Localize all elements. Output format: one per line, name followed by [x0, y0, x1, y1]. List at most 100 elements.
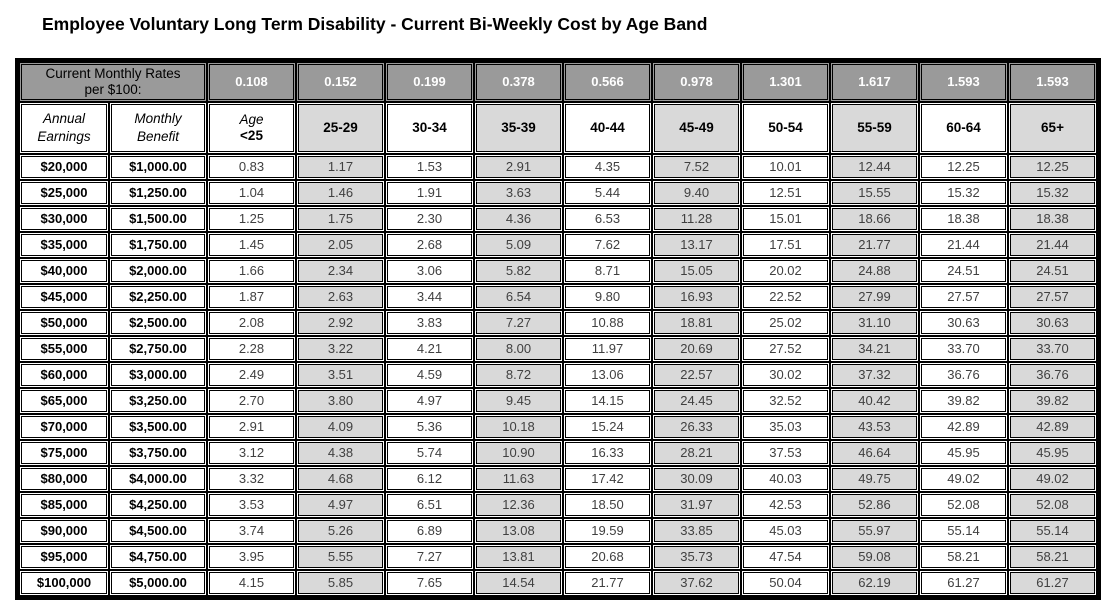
cost-cell: 1.46 — [298, 182, 383, 204]
cost-cell: 3.63 — [476, 182, 561, 204]
cost-cell: 52.08 — [921, 494, 1006, 516]
earnings-cell: $95,000 — [21, 546, 107, 568]
earnings-cell: $55,000 — [21, 338, 107, 360]
cost-cell: 11.28 — [654, 208, 739, 230]
cost-cell: 49.75 — [832, 468, 917, 490]
cost-cell: 2.34 — [298, 260, 383, 282]
cost-cell: 18.50 — [565, 494, 650, 516]
cost-cell: 6.51 — [387, 494, 472, 516]
cost-cell: 5.74 — [387, 442, 472, 464]
rate-cell: 0.108 — [209, 64, 294, 100]
cost-cell: 4.38 — [298, 442, 383, 464]
rate-cell: 0.152 — [298, 64, 383, 100]
cost-cell: 3.44 — [387, 286, 472, 308]
cost-cell: 6.12 — [387, 468, 472, 490]
cost-cell: 20.02 — [743, 260, 828, 282]
cost-cell: 15.32 — [921, 182, 1006, 204]
cost-cell: 3.32 — [209, 468, 294, 490]
cost-cell: 12.25 — [1010, 156, 1095, 178]
earnings-cell: $45,000 — [21, 286, 107, 308]
cost-cell: 42.53 — [743, 494, 828, 516]
cost-cell: 2.92 — [298, 312, 383, 334]
table-row: $45,000 $2,250.00 1.87 2.63 3.44 6.54 9.80 16.9… — [21, 286, 1095, 308]
benefit-cell: $3,250.00 — [111, 390, 205, 412]
cost-cell: 25.02 — [743, 312, 828, 334]
table-row: $65,000 $3,250.00 2.70 3.80 4.97 9.45 14.15 24.… — [21, 390, 1095, 412]
benefit-cell: $3,750.00 — [111, 442, 205, 464]
cost-cell: 1.75 — [298, 208, 383, 230]
cost-cell: 35.03 — [743, 416, 828, 438]
earnings-cell: $65,000 — [21, 390, 107, 412]
age-band-header: 50-54 — [743, 104, 828, 152]
cost-cell: 1.53 — [387, 156, 472, 178]
age-band-header: 65+ — [1010, 104, 1095, 152]
cost-cell: 18.38 — [921, 208, 1006, 230]
cost-cell: 3.83 — [387, 312, 472, 334]
table-row: $70,000 $3,500.00 2.91 4.09 5.36 10.18 15.24 26… — [21, 416, 1095, 438]
cost-cell: 24.51 — [1010, 260, 1095, 282]
cost-cell: 7.27 — [476, 312, 561, 334]
earnings-cell: $25,000 — [21, 182, 107, 204]
cost-cell: 15.32 — [1010, 182, 1095, 204]
cost-table: Current Monthly Rates per $100: 0.108 0.1… — [15, 58, 1101, 600]
cost-cell: 26.33 — [654, 416, 739, 438]
earnings-cell: $90,000 — [21, 520, 107, 542]
earnings-cell: $20,000 — [21, 156, 107, 178]
table-row: $55,000 $2,750.00 2.28 3.22 4.21 8.00 11.97 20.… — [21, 338, 1095, 360]
cost-cell: 39.82 — [921, 390, 1006, 412]
cost-cell: 3.51 — [298, 364, 383, 386]
page-title: Employee Voluntary Long Term Disability … — [42, 14, 708, 34]
cost-cell: 5.82 — [476, 260, 561, 282]
rate-cell: 0.199 — [387, 64, 472, 100]
rates-row: Current Monthly Rates per $100: 0.108 0.1… — [21, 64, 1095, 100]
cost-cell: 21.44 — [921, 234, 1006, 256]
cost-cell: 11.97 — [565, 338, 650, 360]
benefit-cell: $5,000.00 — [111, 572, 205, 594]
cost-cell: 43.53 — [832, 416, 917, 438]
cost-cell: 3.80 — [298, 390, 383, 412]
cost-cell: 27.99 — [832, 286, 917, 308]
cost-cell: 4.68 — [298, 468, 383, 490]
cost-cell: 52.86 — [832, 494, 917, 516]
cost-cell: 7.62 — [565, 234, 650, 256]
cost-cell: 1.91 — [387, 182, 472, 204]
cost-cell: 16.33 — [565, 442, 650, 464]
cost-cell: 2.91 — [476, 156, 561, 178]
cost-cell: 47.54 — [743, 546, 828, 568]
monthly-benefit-header: Monthly Benefit — [111, 104, 205, 152]
table-row: $35,000 $1,750.00 1.45 2.05 2.68 5.09 7.62 13.1… — [21, 234, 1095, 256]
cost-cell: 4.21 — [387, 338, 472, 360]
benefit-cell: $3,500.00 — [111, 416, 205, 438]
cost-cell: 10.18 — [476, 416, 561, 438]
cost-cell: 22.52 — [743, 286, 828, 308]
cost-cell: 13.17 — [654, 234, 739, 256]
rate-cell: 1.593 — [921, 64, 1006, 100]
cost-cell: 1.66 — [209, 260, 294, 282]
rates-label: Current Monthly Rates per $100: — [21, 64, 205, 100]
cost-cell: 10.88 — [565, 312, 650, 334]
earnings-cell: $50,000 — [21, 312, 107, 334]
rate-cell: 0.566 — [565, 64, 650, 100]
cost-cell: 61.27 — [921, 572, 1006, 594]
table-row: $90,000 $4,500.00 3.74 5.26 6.89 13.08 19.59 33… — [21, 520, 1095, 542]
cost-cell: 13.08 — [476, 520, 561, 542]
cost-cell: 4.36 — [476, 208, 561, 230]
cost-cell: 4.15 — [209, 572, 294, 594]
cost-cell: 33.70 — [921, 338, 1006, 360]
table-row: $85,000 $4,250.00 3.53 4.97 6.51 12.36 18.50 31… — [21, 494, 1095, 516]
cost-cell: 6.54 — [476, 286, 561, 308]
cost-cell: 37.32 — [832, 364, 917, 386]
cost-cell: 7.65 — [387, 572, 472, 594]
cost-cell: 10.90 — [476, 442, 561, 464]
cost-cell: 3.22 — [298, 338, 383, 360]
cost-cell: 45.95 — [1010, 442, 1095, 464]
cost-cell: 9.45 — [476, 390, 561, 412]
cost-cell: 15.01 — [743, 208, 828, 230]
cost-cell: 21.77 — [832, 234, 917, 256]
cost-cell: 27.57 — [1010, 286, 1095, 308]
table-row: $30,000 $1,500.00 1.25 1.75 2.30 4.36 6.53 11.2… — [21, 208, 1095, 230]
age-band-header: 35-39 — [476, 104, 561, 152]
cost-cell: 10.01 — [743, 156, 828, 178]
age-band-row: Annual Earnings Monthly Benefit Age <25 … — [21, 104, 1095, 152]
cost-cell: 5.85 — [298, 572, 383, 594]
